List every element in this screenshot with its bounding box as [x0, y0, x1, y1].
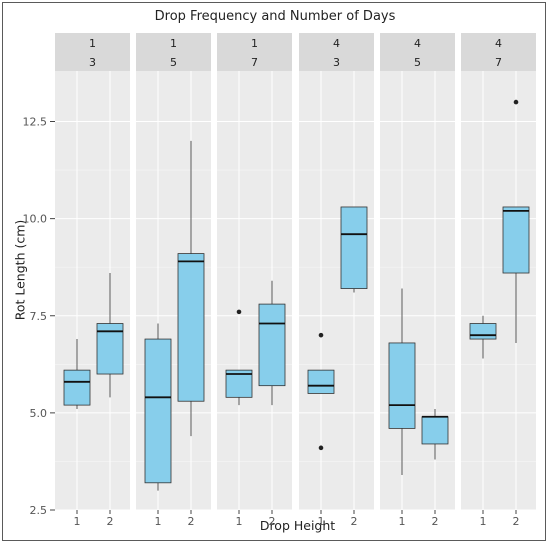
x-tick-label: 2 [513, 515, 520, 528]
facet-label-frequency: 4 [495, 37, 502, 50]
x-tick-label: 1 [399, 515, 406, 528]
x-tick-label: 2 [188, 515, 195, 528]
box [258, 303, 286, 387]
facet-strip [217, 33, 292, 71]
facet-label-days: 3 [89, 56, 96, 69]
x-tick-label: 1 [480, 515, 487, 528]
box [177, 253, 205, 402]
facet-label-frequency: 1 [170, 37, 177, 50]
chart-frame [2, 2, 546, 541]
facet-label-days: 7 [495, 56, 502, 69]
outlier-point [318, 445, 324, 451]
y-tick-label: 12.5 [23, 116, 48, 129]
facet-label-frequency: 1 [251, 37, 258, 50]
x-tick-label: 2 [351, 515, 358, 528]
facet-label-days: 5 [170, 56, 177, 69]
box [502, 206, 530, 274]
box [388, 342, 416, 429]
facet-label-days: 5 [414, 56, 421, 69]
facet-label-frequency: 4 [333, 37, 340, 50]
x-tick-label: 2 [269, 515, 276, 528]
box [307, 369, 335, 394]
outlier-point [318, 332, 324, 338]
x-tick-label: 1 [74, 515, 81, 528]
chart-title: Drop Frequency and Number of Days [154, 9, 396, 24]
panel-background [55, 71, 130, 510]
y-tick-label: 10.0 [23, 213, 48, 226]
outlier-point [513, 99, 519, 105]
outlier-point [236, 309, 242, 315]
box [469, 323, 497, 340]
x-axis-label: Drop Height [259, 518, 336, 533]
box [421, 416, 449, 445]
y-tick-label: 5.0 [30, 407, 48, 420]
facet-strip [136, 33, 211, 71]
x-tick-label: 2 [432, 515, 439, 528]
panel-background [217, 71, 292, 510]
x-tick-label: 2 [107, 515, 114, 528]
facet-label-frequency: 1 [89, 37, 96, 50]
box [144, 338, 172, 484]
x-tick-label: 1 [318, 515, 325, 528]
facet-strip [55, 33, 130, 71]
x-tick-label: 1 [236, 515, 243, 528]
box [63, 369, 91, 406]
facet-label-days: 3 [333, 56, 340, 69]
facet-label-frequency: 4 [414, 37, 421, 50]
facet-strip [461, 33, 536, 71]
box [340, 206, 368, 289]
y-tick-label: 2.5 [30, 504, 48, 517]
x-tick-label: 1 [155, 515, 162, 528]
facet-strip [299, 33, 374, 71]
panel-background [299, 71, 374, 510]
y-tick-label: 7.5 [30, 310, 48, 323]
facet-strip [380, 33, 455, 71]
panel-background [461, 71, 536, 510]
facet-label-days: 7 [251, 56, 258, 69]
